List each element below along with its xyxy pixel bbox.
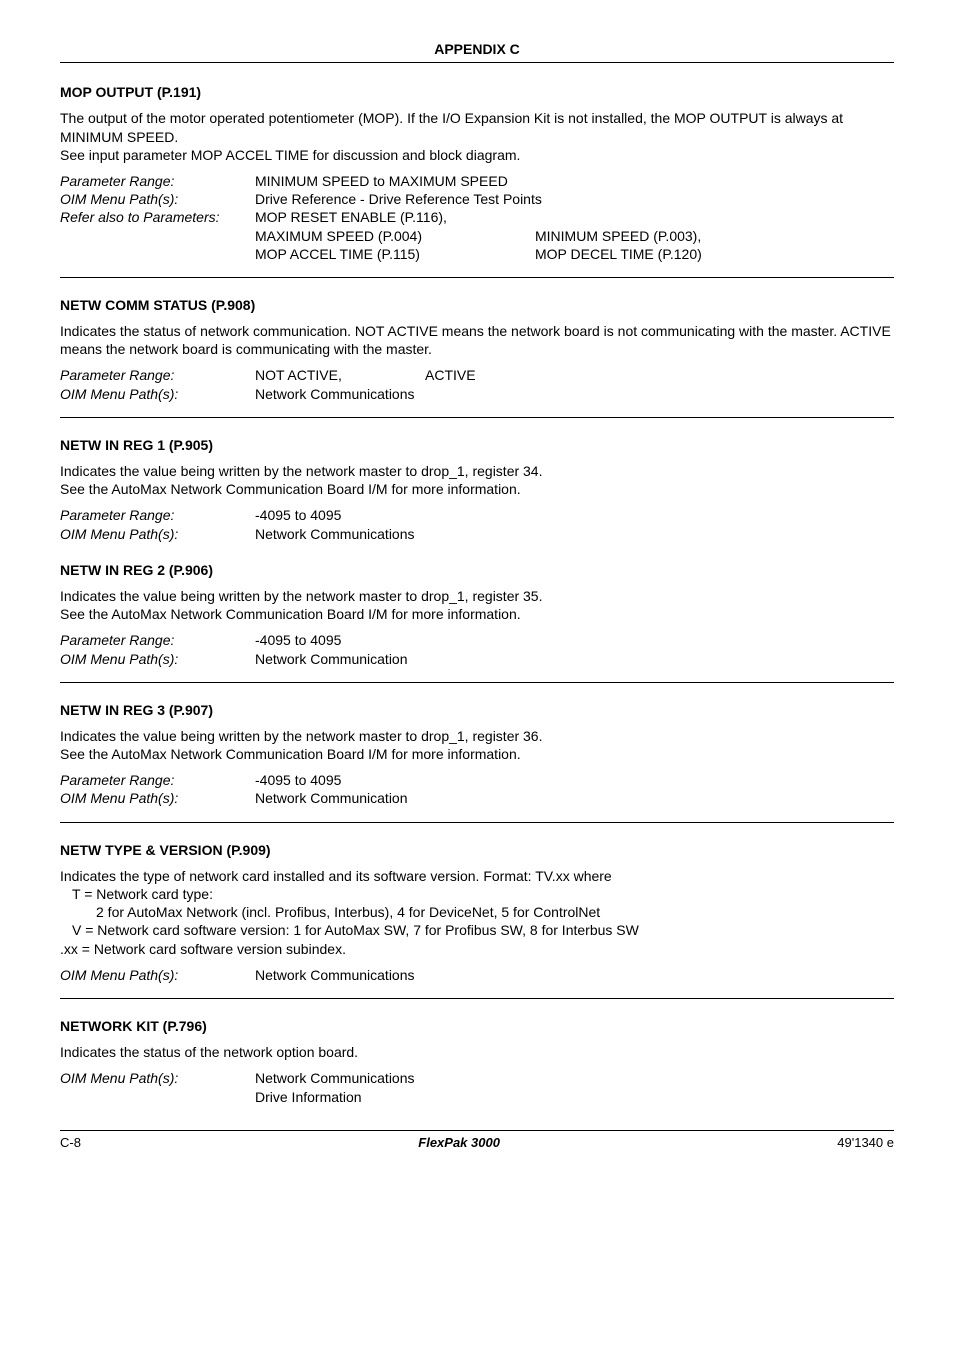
section-title: NETWORK KIT (P.796)	[60, 1017, 894, 1035]
paragraph: The output of the motor operated potenti…	[60, 109, 894, 164]
paragraph: Indicates the value being written by the…	[60, 587, 894, 623]
param-row: Refer also to Parameters: MOP RESET ENAB…	[60, 208, 894, 226]
param-value: -4095 to 4095	[255, 771, 894, 789]
param-value: Drive Information	[255, 1088, 362, 1106]
param-label: OIM Menu Path(s):	[60, 650, 255, 668]
header-title: APPENDIX C	[60, 40, 894, 58]
param-row: Parameter Range: -4095 to 4095	[60, 771, 894, 789]
param-label: Parameter Range:	[60, 771, 255, 789]
param-label: Parameter Range:	[60, 631, 255, 649]
param-row: OIM Menu Path(s): Network Communications	[60, 966, 894, 984]
list-line: V = Network card software version: 1 for…	[60, 921, 894, 939]
param-row: OIM Menu Path(s): Network Communication	[60, 789, 894, 807]
param-row: OIM Menu Path(s): Drive Reference - Driv…	[60, 190, 894, 208]
paragraph: Indicates the status of network communic…	[60, 322, 894, 358]
param-value: MOP DECEL TIME (P.120)	[535, 245, 702, 263]
param-value: ACTIVE	[425, 366, 476, 384]
param-value: Drive Reference - Drive Reference Test P…	[255, 190, 894, 208]
page-header: APPENDIX C	[60, 40, 894, 63]
param-value: -4095 to 4095	[255, 506, 894, 524]
param-label: Parameter Range:	[60, 366, 255, 384]
list-line: .xx = Network card software version subi…	[60, 940, 894, 958]
paragraph: Indicates the value being written by the…	[60, 462, 894, 498]
param-label: OIM Menu Path(s):	[60, 525, 255, 543]
param-label: Refer also to Parameters:	[60, 208, 255, 226]
section-mop-output: MOP OUTPUT (P.191) The output of the mot…	[60, 83, 894, 278]
section-separator	[60, 682, 894, 683]
section-netw-in-reg-1: NETW IN REG 1 (P.905) Indicates the valu…	[60, 436, 894, 543]
param-value: NOT ACTIVE,	[255, 366, 425, 384]
param-label: OIM Menu Path(s):	[60, 385, 255, 403]
section-title: NETW TYPE & VERSION (P.909)	[60, 841, 894, 859]
param-label: OIM Menu Path(s):	[60, 789, 255, 807]
paragraph: Indicates the type of network card insta…	[60, 867, 894, 885]
param-row: Parameter Range: NOT ACTIVE, ACTIVE	[60, 366, 894, 384]
section-title: NETW IN REG 1 (P.905)	[60, 436, 894, 454]
text: See the AutoMax Network Communication Bo…	[60, 746, 521, 762]
text: See input parameter MOP ACCEL TIME for d…	[60, 147, 520, 163]
section-separator	[60, 277, 894, 278]
text: The output of the motor operated potenti…	[60, 110, 843, 144]
text: See the AutoMax Network Communication Bo…	[60, 481, 521, 497]
param-label: OIM Menu Path(s):	[60, 966, 255, 984]
param-row: OIM Menu Path(s): Network Communications	[60, 525, 894, 543]
footer-doc-code: 49'1340 e	[837, 1135, 894, 1152]
param-label: OIM Menu Path(s):	[60, 190, 255, 208]
section-network-kit: NETWORK KIT (P.796) Indicates the status…	[60, 1017, 894, 1106]
param-value: Network Communications	[255, 966, 894, 984]
param-value: Network Communications	[255, 525, 894, 543]
param-row-cont: Drive Information	[60, 1088, 894, 1106]
section-title: NETW IN REG 2 (P.906)	[60, 561, 894, 579]
paragraph: Indicates the status of the network opti…	[60, 1043, 894, 1061]
header-rule	[60, 62, 894, 63]
param-label: Parameter Range:	[60, 172, 255, 190]
text: Indicates the value being written by the…	[60, 463, 543, 479]
footer-doc-title: FlexPak 3000	[418, 1135, 500, 1152]
param-value: MOP RESET ENABLE (P.116),	[255, 208, 894, 226]
param-value: MINIMUM SPEED to MAXIMUM SPEED	[255, 172, 894, 190]
param-value: Network Communications	[255, 385, 894, 403]
param-row: Parameter Range: MINIMUM SPEED to MAXIMU…	[60, 172, 894, 190]
param-value: Network Communications	[255, 1069, 894, 1087]
param-row: Parameter Range: -4095 to 4095	[60, 506, 894, 524]
param-value-group: NOT ACTIVE, ACTIVE	[255, 366, 894, 384]
param-value: MOP ACCEL TIME (P.115)	[255, 245, 535, 263]
list-line: T = Network card type:	[60, 885, 894, 903]
paragraph: Indicates the value being written by the…	[60, 727, 894, 763]
text: Indicates the value being written by the…	[60, 588, 543, 604]
section-netw-in-reg-2: NETW IN REG 2 (P.906) Indicates the valu…	[60, 561, 894, 683]
param-row-cont: MAXIMUM SPEED (P.004) MINIMUM SPEED (P.0…	[60, 227, 894, 245]
section-title: NETW COMM STATUS (P.908)	[60, 296, 894, 314]
param-row: OIM Menu Path(s): Network Communications	[60, 1069, 894, 1087]
param-row: OIM Menu Path(s): Network Communications	[60, 385, 894, 403]
section-netw-comm-status: NETW COMM STATUS (P.908) Indicates the s…	[60, 296, 894, 418]
list-line: 2 for AutoMax Network (incl. Profibus, I…	[60, 903, 894, 921]
text: See the AutoMax Network Communication Bo…	[60, 606, 521, 622]
page-footer: C-8 FlexPak 3000 49'1340 e	[60, 1130, 894, 1152]
section-netw-in-reg-3: NETW IN REG 3 (P.907) Indicates the valu…	[60, 701, 894, 823]
param-value: Network Communication	[255, 789, 894, 807]
section-title: NETW IN REG 3 (P.907)	[60, 701, 894, 719]
section-title: MOP OUTPUT (P.191)	[60, 83, 894, 101]
param-value: MINIMUM SPEED (P.003),	[535, 227, 701, 245]
section-separator	[60, 417, 894, 418]
param-label: OIM Menu Path(s):	[60, 1069, 255, 1087]
param-value: MAXIMUM SPEED (P.004)	[255, 227, 535, 245]
section-separator	[60, 822, 894, 823]
param-value: Network Communication	[255, 650, 894, 668]
param-row: Parameter Range: -4095 to 4095	[60, 631, 894, 649]
footer-page-number: C-8	[60, 1135, 81, 1152]
param-label: Parameter Range:	[60, 506, 255, 524]
param-row: OIM Menu Path(s): Network Communication	[60, 650, 894, 668]
section-separator	[60, 998, 894, 999]
text: Indicates the value being written by the…	[60, 728, 543, 744]
param-value: -4095 to 4095	[255, 631, 894, 649]
section-netw-type-version: NETW TYPE & VERSION (P.909) Indicates th…	[60, 841, 894, 999]
param-row-cont: MOP ACCEL TIME (P.115) MOP DECEL TIME (P…	[60, 245, 894, 263]
